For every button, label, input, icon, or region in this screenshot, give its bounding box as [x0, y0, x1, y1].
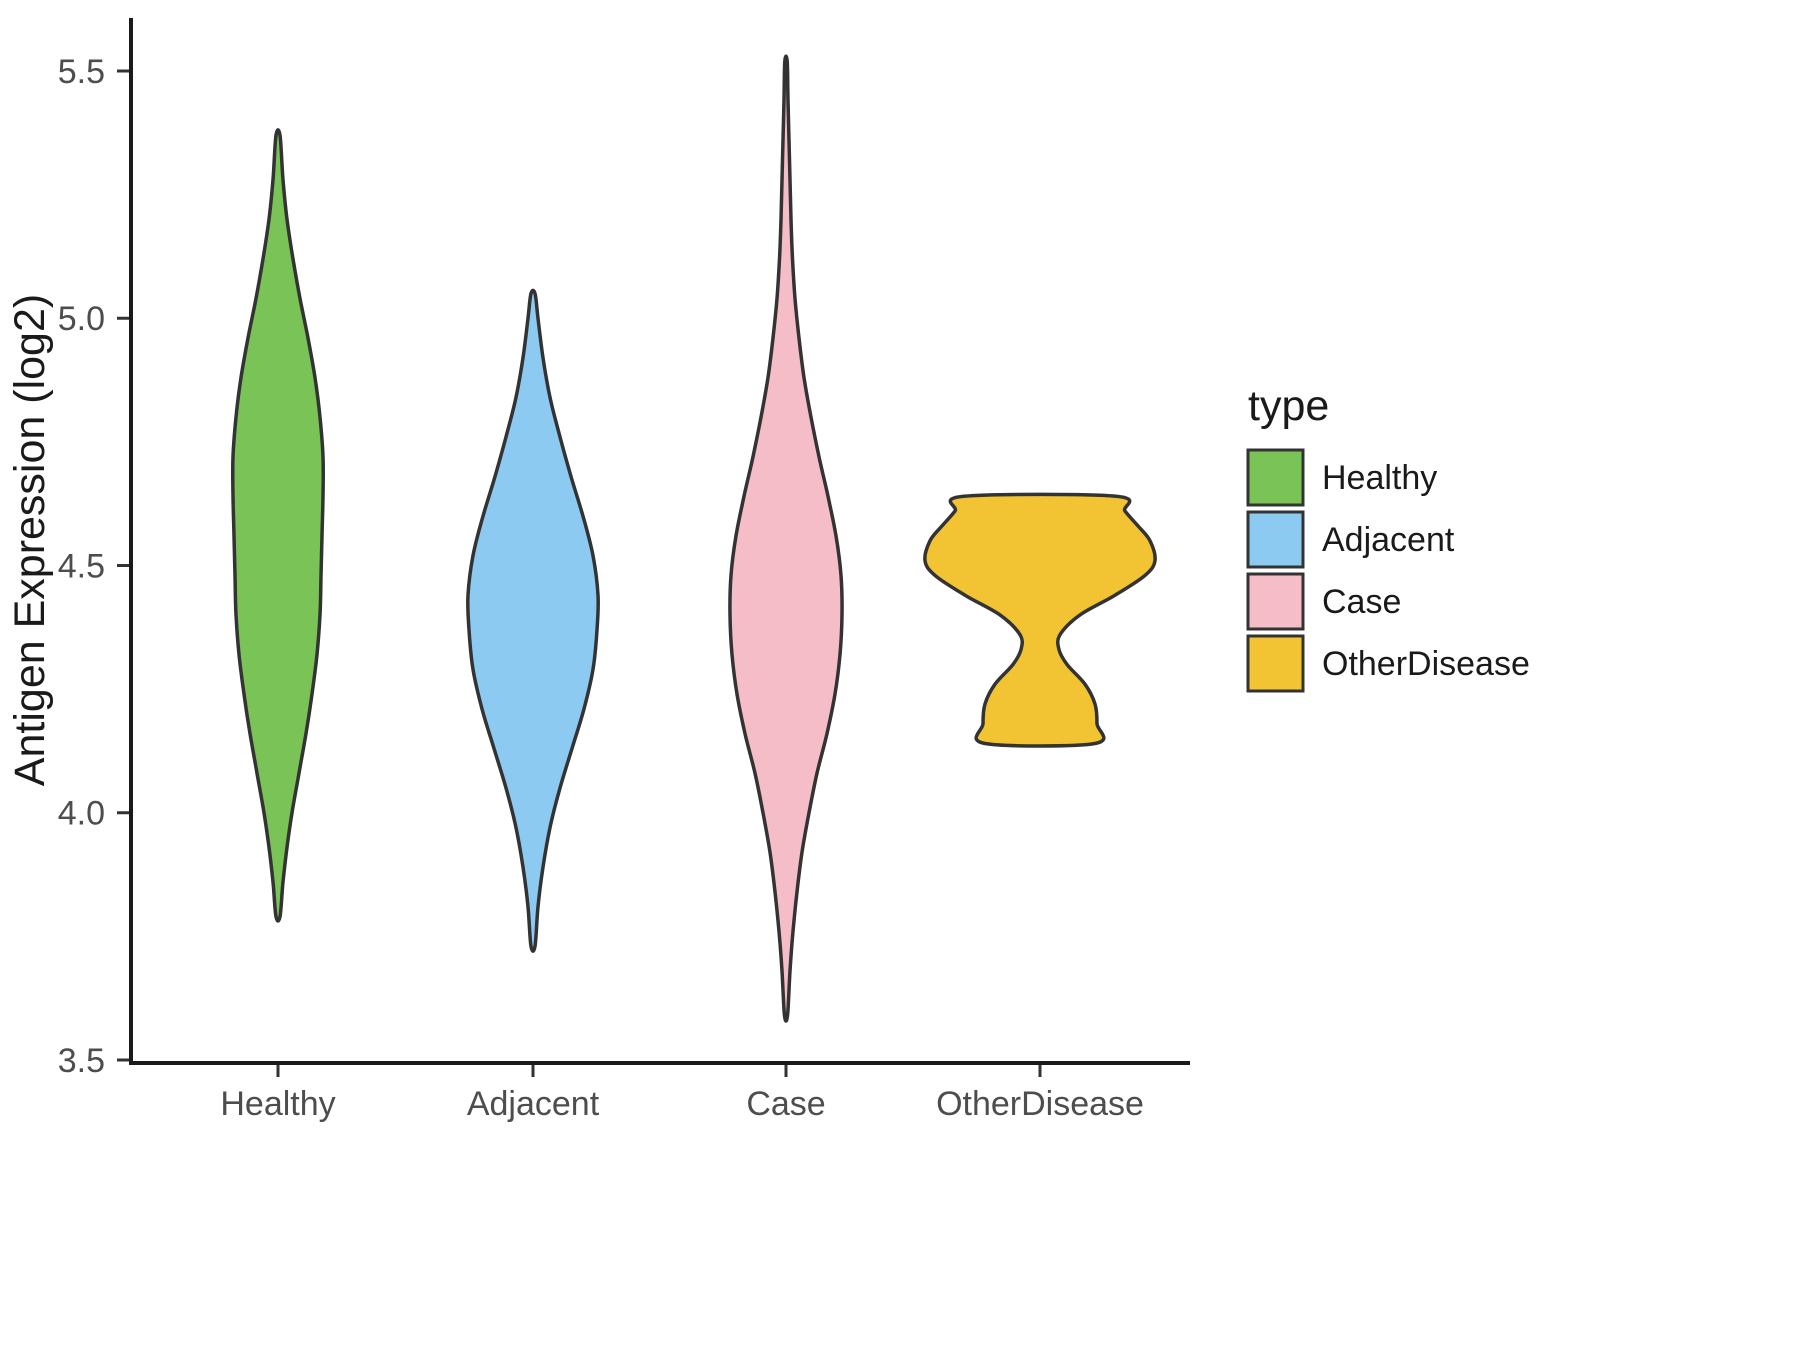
axes-group: 3.5 4.0 4.5 5.0 5.5 Healthy Adjacent Case OtherD…: [58, 53, 1144, 1123]
violin-case: [728, 54, 844, 1023]
x-category-label: Adjacent: [467, 1085, 600, 1123]
legend-label-case: Case: [1322, 583, 1401, 621]
y-axis-title: Antigen Expression (log2): [6, 294, 54, 786]
legend-swatch-case: [1246, 572, 1305, 631]
violin-healthy: [230, 128, 326, 923]
x-category-label: OtherDisease: [936, 1085, 1144, 1123]
legend-item-healthy: Healthy: [1246, 448, 1437, 507]
y-tick-label: 5.0: [58, 300, 105, 338]
x-category-label: Case: [746, 1085, 825, 1123]
legend-label-adjacent: Adjacent: [1322, 521, 1455, 559]
legend-item-adjacent: Adjacent: [1246, 510, 1455, 569]
legend-label-healthy: Healthy: [1322, 459, 1437, 497]
y-tick-label: 4.5: [58, 547, 105, 585]
violins-group: [230, 54, 1157, 1023]
legend-swatch-otherdisease: [1246, 634, 1305, 693]
x-category-label: Healthy: [220, 1085, 335, 1123]
legend-item-case: Case: [1246, 572, 1401, 631]
y-tick-label: 5.5: [58, 53, 105, 91]
y-tick-label: 3.5: [58, 1042, 105, 1080]
violin-otherdisease: [923, 492, 1157, 748]
legend-swatch-adjacent: [1246, 510, 1305, 569]
y-tick-label: 4.0: [58, 795, 105, 833]
legend-swatch-healthy: [1246, 448, 1305, 507]
legend-title: type: [1248, 382, 1329, 430]
legend-label-otherdisease: OtherDisease: [1322, 645, 1530, 683]
legend: type Healthy Adjacent Case OtherDisease: [1246, 382, 1530, 693]
violin-adjacent: [465, 288, 601, 953]
legend-item-otherdisease: OtherDisease: [1246, 634, 1530, 693]
